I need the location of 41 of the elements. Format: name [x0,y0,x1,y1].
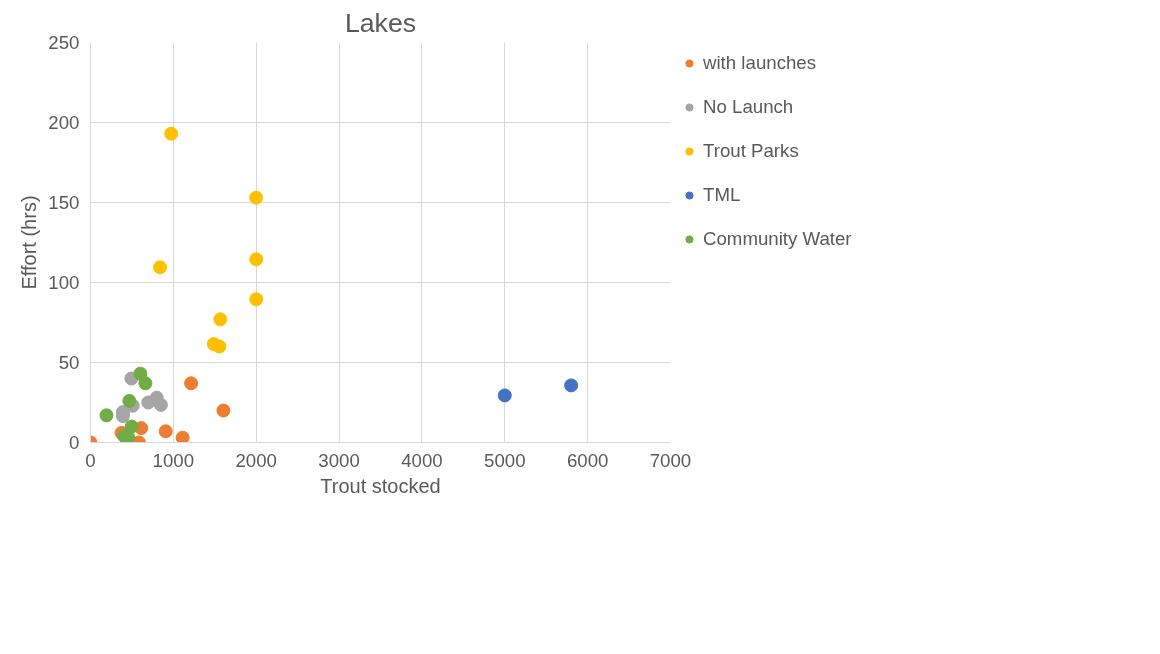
y-axis-title: Effort (hrs) [18,195,41,290]
x-tick-label: 5000 [484,449,526,471]
point [138,376,153,391]
point [124,419,139,434]
x-tick-label: 4000 [401,449,443,471]
point [564,378,579,393]
point [175,430,190,443]
x-tick-label: 6000 [566,449,609,471]
point [212,339,227,354]
chart-title: Lakes [344,7,417,38]
point [164,126,179,141]
y-tick-label: 150 [48,192,80,213]
y-tick-label: 0 [69,432,80,453]
x-tick-label: 3000 [318,449,360,471]
legend-label: TML [703,184,741,206]
point [99,408,114,423]
y-tick-label: 50 [58,352,80,373]
point [184,376,199,391]
x-axis-title: Trout stocked [320,474,441,497]
x-tick-label: 0 [85,449,96,471]
point [153,397,168,412]
point [249,252,264,267]
x-tick-label: 7000 [649,449,692,471]
point [141,395,156,410]
point [216,403,231,418]
legend-label: Community Water [703,228,852,250]
x-tick-label: 1000 [152,449,195,471]
x-tick-label: 2000 [235,449,277,471]
y-tick-label: 200 [48,112,80,133]
point [497,388,512,403]
point [153,260,168,275]
point [249,292,264,307]
point [122,393,137,408]
point [249,190,264,205]
point [158,424,173,439]
legend-label: with launches [703,52,817,74]
legend-label: Trout Parks [703,140,799,162]
y-tick-label: 250 [48,32,80,53]
y-tick-label: 100 [48,272,80,293]
legend-label: No Launch [703,96,794,118]
point [213,312,228,327]
